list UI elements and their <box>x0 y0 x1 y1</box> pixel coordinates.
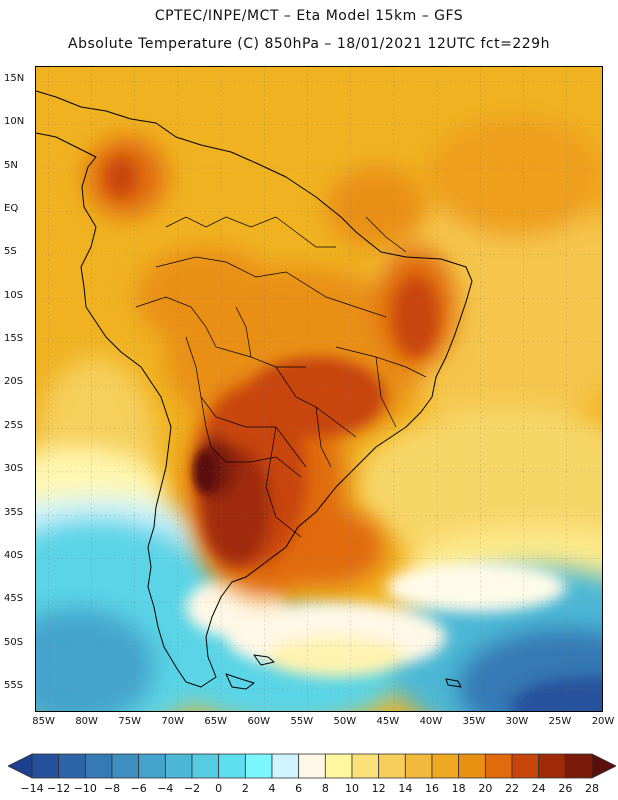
latitude-tick-label: 10S <box>4 289 24 301</box>
latitude-tick-label: 25S <box>4 419 24 431</box>
colorbar-tick-label: 12 <box>371 782 386 795</box>
colorbar-swatch <box>564 753 593 779</box>
colorbar-swatch <box>218 753 246 779</box>
latitude-tick-label: 55S <box>4 679 24 691</box>
longitude-tick-label: 20W <box>591 716 615 727</box>
colorbar-tick-label: 2 <box>241 782 249 795</box>
colorbar-swatch <box>351 753 380 779</box>
chart-title-line1: CPTEC/INPE/MCT – Eta Model 15km – GFS <box>154 8 464 24</box>
colorbar-swatch <box>404 753 433 779</box>
longitude-tick-label: 30W <box>505 716 529 727</box>
temperature-map <box>35 66 603 712</box>
longitude-tick-label: 70W <box>161 716 184 727</box>
longitude-tick-label: 60W <box>247 716 271 727</box>
latitude-tick-label: 50S <box>4 636 24 648</box>
longitude-tick-label: 55W <box>290 716 314 727</box>
colorbar-swatch <box>244 753 273 779</box>
colorbar-tick-label: 8 <box>321 782 329 795</box>
temperature-field <box>36 67 602 711</box>
colorbar-swatch <box>298 753 326 779</box>
longitude-tick-label: 65W <box>204 716 228 727</box>
colorbar-swatch <box>324 753 353 779</box>
colorbar-swatch <box>191 753 220 779</box>
longitude-tick-label: 45W <box>376 716 400 727</box>
colorbar-swatch <box>84 753 113 779</box>
colorbar-swatch <box>271 753 300 779</box>
longitude-tick-label: 75W <box>118 716 141 727</box>
colorbar-tick-label: −2 <box>183 782 201 795</box>
colorbar-swatch <box>111 753 140 779</box>
colorbar-tick-label: 10 <box>345 782 359 795</box>
longitude-tick-label: 40W <box>419 716 443 727</box>
colorbar-arrow-max <box>591 753 616 779</box>
colorbar-tick-label: 4 <box>268 782 276 795</box>
latitude-tick-label: 5S <box>4 246 17 258</box>
colorbar-swatch <box>458 753 486 779</box>
latitude-tick-label: EQ <box>4 203 19 215</box>
colorbar-tick-label: 6 <box>295 782 303 795</box>
colorbar-swatch <box>58 753 86 779</box>
longitude-tick-label: 85W <box>32 716 55 727</box>
colorbar-swatch <box>378 753 406 779</box>
colorbar-tick-label: 24 <box>531 782 546 795</box>
colorbar-swatch <box>138 753 166 779</box>
colorbar-tick-label: −14 <box>20 782 44 795</box>
colorbar-swatch <box>31 753 60 779</box>
colorbar-swatch <box>484 753 513 779</box>
colorbar-tick-label: −4 <box>157 782 174 795</box>
latitude-tick-label: 35S <box>4 506 24 518</box>
colorbar-tick-label: −6 <box>130 782 147 795</box>
latitude-tick-label: 5N <box>4 159 18 171</box>
colorbar-tick-label: −10 <box>73 782 97 795</box>
colorbar-tick-label: 22 <box>505 782 519 795</box>
longitude-tick-label: 80W <box>75 716 98 727</box>
colorbar-swatch <box>431 753 460 779</box>
colorbar-arrow-min <box>8 753 33 779</box>
latitude-tick-label: 15S <box>4 333 24 345</box>
longitude-tick-label: 25W <box>548 716 572 727</box>
colorbar-swatch <box>538 753 566 779</box>
longitude-tick-label: 50W <box>333 716 357 727</box>
colorbar-tick-label: 14 <box>398 782 413 795</box>
longitude-tick-label: 35W <box>462 716 486 727</box>
latitude-tick-label: 45S <box>4 593 24 605</box>
colorbar-tick-label: −8 <box>103 782 121 795</box>
latitude-tick-label: 40S <box>4 549 24 561</box>
colorbar-tick-label: 18 <box>451 782 466 795</box>
colorbar-tick-label: 20 <box>478 782 493 795</box>
colorbar-tick-label: 16 <box>425 782 439 795</box>
latitude-tick-label: 10N <box>4 116 25 128</box>
colorbar-tick-label: −12 <box>47 782 71 795</box>
latitude-tick-label: 15N <box>4 73 25 84</box>
colorbar-tick-label: 0 <box>215 782 223 795</box>
colorbar-tick-label: 26 <box>558 782 573 795</box>
colorbar-tick-label: 28 <box>585 782 599 795</box>
colorbar-swatch <box>511 753 540 779</box>
colorbar <box>8 753 616 779</box>
latitude-tick-label: 30S <box>4 463 24 475</box>
colorbar-swatch <box>164 753 193 779</box>
chart-title-line2: Absolute Temperature (C) 850hPa – 18/01/… <box>68 36 550 52</box>
latitude-tick-label: 20S <box>4 376 24 388</box>
